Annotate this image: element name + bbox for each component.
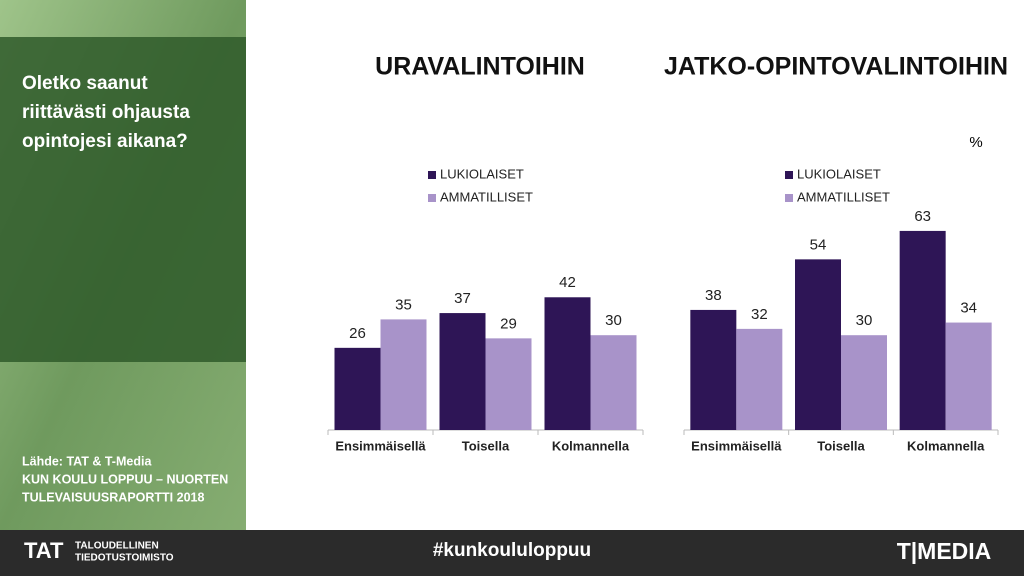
source-line: KUN KOULU LOPPUU – NUORTEN (22, 472, 228, 486)
legend-label: LUKIOLAISET (440, 166, 524, 181)
chart-title: JATKO-OPINTOVALINTOIHIN (664, 53, 1008, 81)
question-box (0, 37, 246, 362)
value-label: 35 (395, 296, 412, 313)
bar (544, 297, 591, 430)
bar (736, 328, 783, 430)
question-line: Oletko saanut (22, 73, 148, 94)
bar (334, 347, 381, 430)
x-tick-label: Kolmannella (907, 438, 985, 453)
bar (439, 313, 486, 430)
bar (485, 338, 532, 430)
legend-label: LUKIOLAISET (797, 166, 881, 181)
question-line: opintojesi aikana? (22, 131, 188, 152)
value-label: 63 (914, 208, 931, 225)
bar (380, 319, 427, 430)
x-tick-label: Ensimmäisellä (335, 438, 426, 453)
bar (590, 335, 637, 430)
legend-swatch (785, 171, 793, 179)
value-label: 38 (705, 287, 722, 304)
value-label: 32 (751, 306, 768, 323)
bar (690, 309, 737, 430)
legend-swatch (428, 194, 436, 202)
x-tick-label: Kolmannella (552, 438, 630, 453)
bar (841, 335, 887, 430)
value-label: 37 (454, 290, 471, 307)
legend-swatch (428, 171, 436, 179)
value-label: 30 (605, 312, 622, 329)
chart-title: URAVALINTOIHIN (375, 53, 585, 81)
value-label: 42 (559, 274, 576, 291)
value-label: 54 (810, 236, 827, 253)
value-label: 34 (960, 300, 977, 317)
bar (795, 259, 841, 430)
source-line: Lähde: TAT & T-Media (22, 454, 152, 468)
hashtag: #kunkoululoppuu (433, 540, 591, 561)
footer-bar (0, 530, 1024, 576)
bar (945, 322, 992, 430)
value-label: 26 (349, 325, 366, 342)
unit-label: % (969, 134, 982, 151)
legend-swatch (785, 194, 793, 202)
bar (899, 230, 946, 430)
tat-name: TIEDOTUSTOIMISTO (75, 553, 174, 564)
value-label: 30 (856, 312, 873, 329)
legend-label: AMMATILLISET (797, 189, 890, 204)
question-line: riittävästi ohjausta (22, 102, 190, 123)
x-tick-label: Ensimmäisellä (691, 438, 782, 453)
x-tick-label: Toisella (462, 438, 510, 453)
tat-name: TALOUDELLINEN (75, 541, 159, 552)
tat-logo: TAT (24, 538, 64, 563)
x-tick-label: Toisella (817, 438, 865, 453)
tmedia-logo: T|MEDIA (897, 538, 992, 564)
legend-label: AMMATILLISET (440, 189, 533, 204)
value-label: 29 (500, 315, 517, 332)
source-line: TULEVAISUUSRAPORTTI 2018 (22, 490, 204, 504)
